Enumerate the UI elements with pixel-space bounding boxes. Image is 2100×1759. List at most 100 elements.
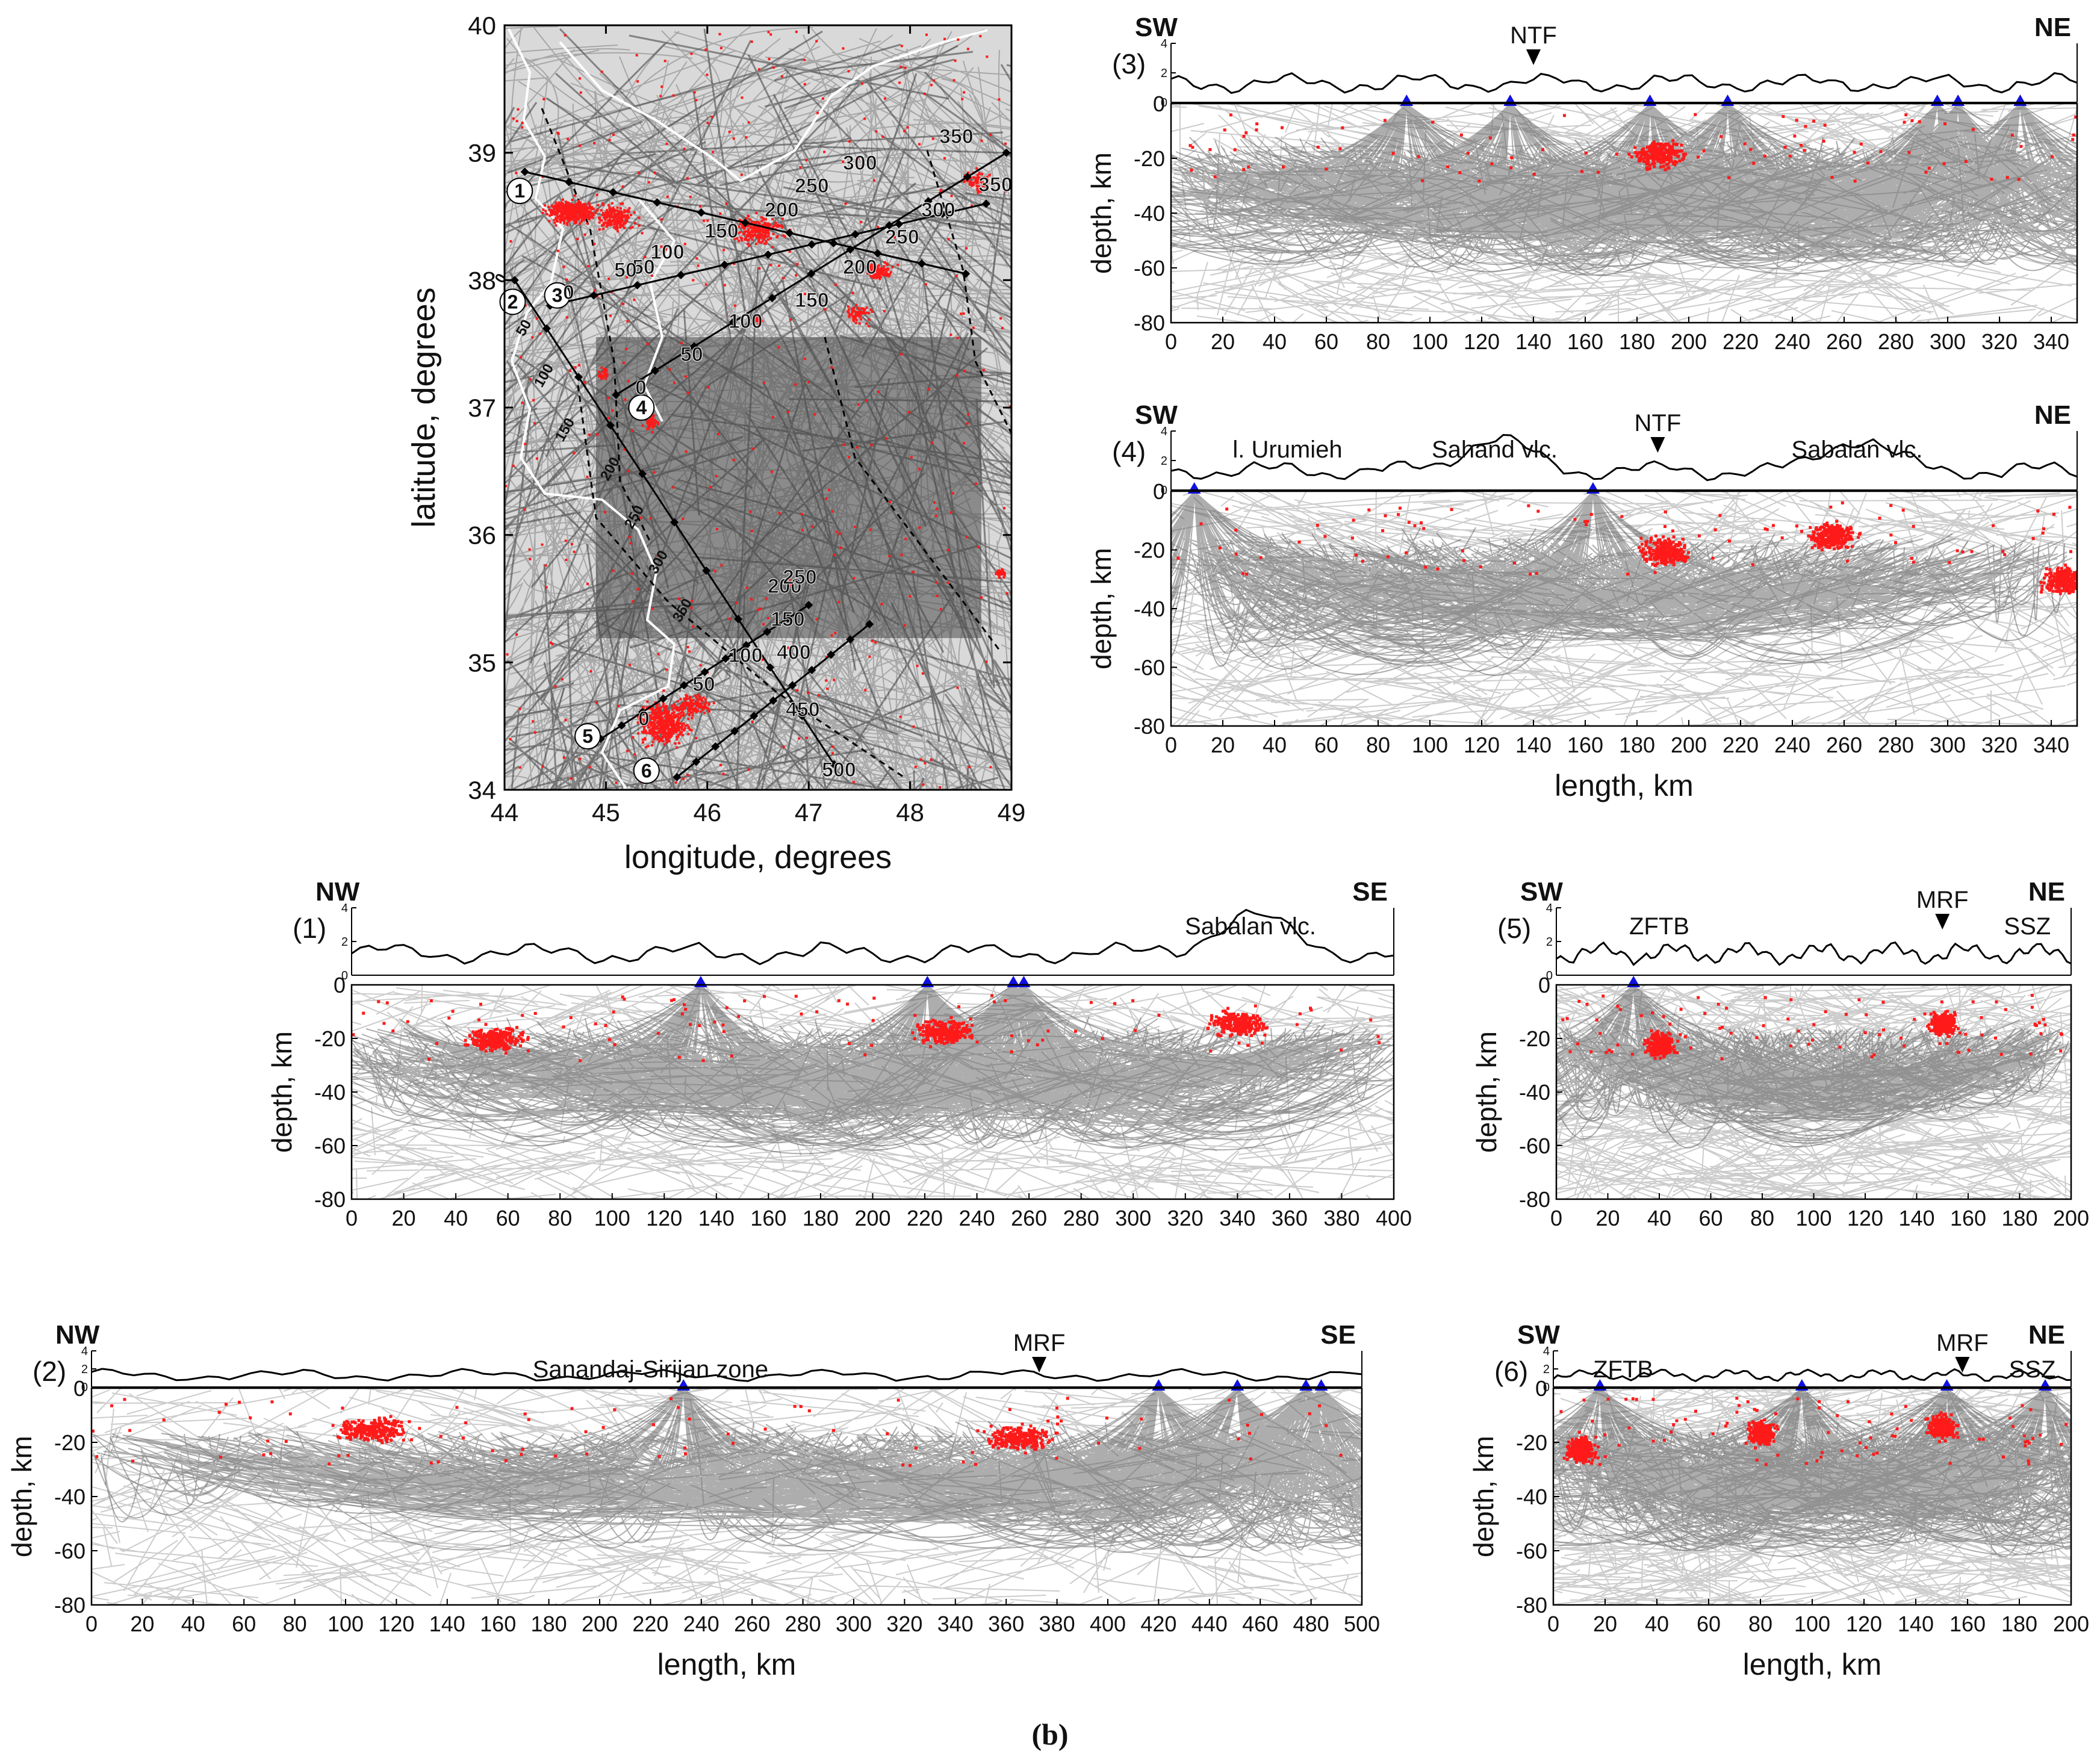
distance-label: 200 [765, 199, 799, 222]
x-tick-label: 200 [2053, 1206, 2089, 1230]
profile-id-label: 2 [508, 291, 518, 312]
x-tick-label: 240 [683, 1612, 719, 1636]
x-tick-label: 60 [496, 1206, 520, 1230]
x-tick-label: 280 [785, 1612, 821, 1636]
annotation-label: NTF [1635, 410, 1682, 436]
x-tick-label: 360 [1272, 1206, 1308, 1230]
x-tick-label: 100 [1412, 733, 1448, 757]
rays-dense [352, 985, 1394, 1155]
panel-label: (2) [33, 1356, 66, 1387]
x-tick-label: 480 [1293, 1612, 1329, 1636]
profile-tick [702, 566, 711, 575]
y-tick-label: -40 [314, 1080, 346, 1105]
profile-tick [830, 760, 839, 769]
x-tick-label: 160 [1567, 733, 1603, 757]
map-fault-lines [541, 108, 1011, 778]
map-x-tick-label: 49 [998, 798, 1026, 827]
profile-tick [574, 373, 583, 382]
profile-tick [846, 245, 855, 254]
rays-dense [1553, 1388, 2071, 1558]
x-tick-label: 420 [1140, 1612, 1176, 1636]
distance-label: 50 [692, 673, 715, 696]
profile-tick [638, 707, 647, 716]
topo-tick-label: 2 [1543, 1363, 1550, 1376]
profile-tick [520, 167, 529, 176]
profile-panel-3: 0 20 40 60 80 100 120 140 160 180 200 220 240 260 280 3… [1086, 13, 2078, 354]
y-axis-label: depth, km [266, 1031, 297, 1153]
x-tick-label: 240 [1774, 329, 1810, 354]
x-tick-label: 40 [444, 1206, 468, 1230]
annotation-label: SSZ [2004, 913, 2051, 940]
x-tick-label: 100 [328, 1612, 364, 1636]
y-tick-label: -80 [1134, 311, 1165, 335]
profile-tick [785, 229, 794, 238]
fault-arrow-marker [1935, 914, 1950, 929]
x-tick-label: 160 [750, 1206, 786, 1230]
profile-tick [763, 250, 772, 259]
x-tick-label: 60 [1314, 329, 1338, 354]
x-tick-label: 180 [2001, 1206, 2037, 1230]
x-tick-label: 180 [531, 1612, 567, 1636]
distance-label: 200 [768, 575, 802, 598]
rays-dense [1556, 985, 2070, 1149]
profile-tick [865, 619, 874, 628]
y-tick-label: -20 [1519, 1026, 1550, 1051]
topo-tick-label: 0 [1543, 1381, 1550, 1394]
map-y-axis-label: latitude, degrees [406, 287, 442, 527]
profile-id-label: 4 [636, 397, 647, 418]
x-tick-label: 60 [232, 1612, 256, 1636]
fault-arrow-marker [1955, 1357, 1970, 1373]
rays-light [352, 985, 1394, 1199]
y-axis-label: depth, km [1468, 1436, 1499, 1557]
x-tick-label: 300 [1930, 329, 1966, 354]
fault-arrow-marker [1526, 49, 1541, 65]
rays-dense [1171, 491, 2077, 676]
panel-label: (6) [1494, 1356, 1528, 1387]
fault-line [577, 385, 904, 778]
profile-tick [653, 198, 662, 207]
profile-id-circle [499, 288, 526, 315]
distance-label: 0 [635, 376, 647, 399]
profile-tick [873, 249, 882, 258]
x-tick-label: 440 [1191, 1612, 1228, 1636]
x-tick-label: 60 [1698, 1206, 1723, 1230]
x-tick-label: 220 [632, 1612, 668, 1636]
x-tick-label: 40 [1645, 1612, 1669, 1636]
topography-line [351, 908, 1394, 966]
x-tick-label: 100 [1794, 1612, 1830, 1636]
x-tick-label: 0 [1550, 1206, 1562, 1230]
annotation-label: MRF [1013, 1330, 1066, 1356]
x-tick-label: 240 [959, 1206, 995, 1230]
distance-label: 500 [822, 759, 856, 781]
x-tick-label: 120 [1846, 1612, 1882, 1636]
profile-panel-4: 0 20 40 60 80 100 120 140 160 180 200 220 240 260 280 3… [1086, 400, 2078, 802]
profile-tick [606, 421, 615, 430]
x-tick-label: 200 [1671, 733, 1707, 757]
distance-label: 300 [843, 152, 877, 175]
profile-tick [659, 694, 668, 703]
border-line-west [508, 28, 676, 790]
profile-tick [885, 221, 894, 230]
profile-tick [750, 712, 759, 721]
profile-tick [961, 269, 971, 278]
x-tick-label: 20 [1211, 329, 1235, 354]
topo-tick-label: 2 [1546, 935, 1553, 949]
profile-tick [829, 238, 838, 247]
panel-label: (4) [1112, 436, 1146, 467]
x-tick-label: 140 [1898, 1206, 1934, 1230]
rays-dense [1171, 104, 2077, 276]
distance-label: 450 [786, 698, 820, 721]
x-tick-label: 280 [1063, 1206, 1099, 1230]
rays-light [1556, 985, 2071, 1199]
x-axis-label: length, km [657, 1648, 797, 1681]
map-borders [508, 28, 988, 790]
x-tick-label: 20 [1211, 733, 1235, 757]
map-volcano-marker [753, 314, 764, 322]
profile-tick [807, 666, 816, 675]
direction-right: NE [2028, 877, 2065, 907]
topo-tick-label: 4 [1161, 425, 1167, 438]
map-y-tick-label: 40 [468, 11, 496, 40]
profile-tick [638, 470, 647, 479]
distance-label: 150 [771, 608, 805, 631]
